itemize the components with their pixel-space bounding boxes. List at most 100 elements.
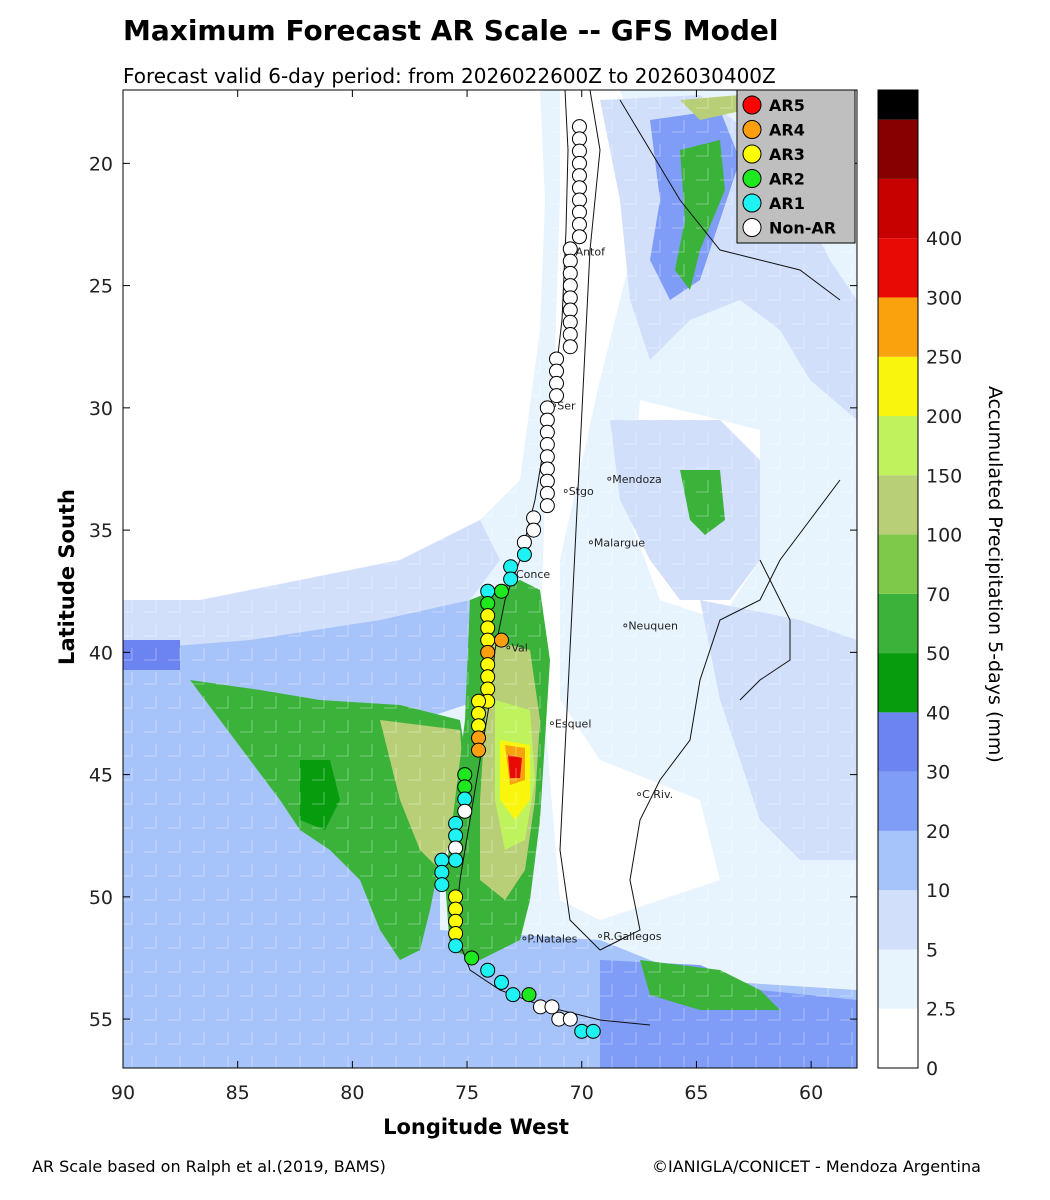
ar-point — [493, 974, 509, 990]
colorbar-tick-label: 400 — [926, 228, 962, 250]
city-marker — [589, 540, 593, 545]
colorbar-segment — [878, 238, 918, 298]
legend-label: AR2 — [769, 170, 805, 189]
city-label: Esquel — [555, 717, 591, 730]
ar-point — [562, 339, 578, 355]
city-marker — [623, 623, 628, 628]
legend-marker — [742, 193, 762, 213]
ar-point — [585, 1023, 601, 1039]
city-marker — [550, 721, 554, 726]
x-tick-label: 65 — [684, 1082, 708, 1104]
colorbar-segment — [878, 416, 918, 476]
legend: AR5 AR4 AR3 AR2 AR1 Non-AR — [736, 89, 856, 244]
legend-marker — [742, 120, 762, 139]
legend-label: Non-AR — [769, 219, 836, 238]
legend-label: AR5 — [769, 96, 805, 115]
ar-point — [493, 632, 509, 648]
x-tick-label: 60 — [799, 1082, 823, 1104]
legend-label: AR4 — [769, 121, 805, 140]
city-label: Val — [511, 641, 527, 654]
city-label: Neuquen — [628, 619, 678, 632]
chart-subtitle: Forecast valid 6-day period: from 202602… — [123, 64, 776, 88]
ar-points — [434, 119, 601, 1039]
ar-point — [539, 498, 555, 514]
ar-point — [464, 950, 480, 966]
andes-border — [559, 90, 601, 951]
grid-blocks — [123, 90, 857, 1068]
ar-point — [448, 852, 464, 868]
y-tick-label: 30 — [89, 398, 113, 420]
colorbar-tick-label: 40 — [926, 702, 950, 724]
colorbar-frame — [877, 89, 919, 1069]
bolivia-border — [619, 99, 841, 301]
colorbar-tick-label: 20 — [926, 821, 950, 843]
colorbar-segment — [878, 712, 918, 772]
ar-point — [457, 803, 473, 819]
city-label: P.Natales — [527, 932, 577, 945]
y-tick-label: 35 — [89, 520, 113, 542]
x-tick-label: 70 — [570, 1082, 594, 1104]
axis-ticks: 90 85 80 75 70 65 60 20 25 30 35 40 45 50 55 — [89, 90, 857, 1104]
colorbar-segment — [878, 178, 918, 239]
plot-frame — [122, 89, 858, 1069]
colorbar-segment — [878, 890, 918, 950]
city-labels: Antof Ser Mendoza Stgo Malargue Conce Neuquen V… — [506, 245, 678, 945]
colorbar-segment — [878, 475, 918, 535]
y-tick-label: 45 — [89, 765, 113, 787]
precipitation-field — [123, 90, 857, 1068]
colorbar-tick-label: 30 — [926, 762, 950, 784]
city-marker — [598, 934, 602, 938]
colorbar-tick-label: 50 — [926, 643, 950, 665]
city-label: Ser — [557, 399, 576, 412]
colorbar-tick-label: 300 — [926, 287, 962, 309]
colorbar-tick-label: 200 — [926, 406, 962, 428]
colorbar-segment — [878, 949, 918, 1009]
legend-marker — [742, 218, 762, 237]
y-tick-label: 55 — [89, 1009, 113, 1031]
colorbar-tick-label: 2.5 — [926, 999, 956, 1021]
city-label: C.Riv. — [642, 788, 673, 801]
argentina-coastline — [599, 479, 841, 951]
colorbar-segment — [878, 356, 918, 416]
colorbar-segment — [878, 297, 918, 357]
city-label: Antof — [576, 245, 607, 258]
legend-marker — [742, 169, 762, 188]
ar-point — [526, 522, 542, 538]
y-tick-label: 50 — [89, 887, 113, 909]
city-label: R.Gallegos — [603, 930, 662, 943]
ar-point — [521, 987, 537, 1003]
x-tick-label: 75 — [455, 1082, 479, 1104]
ar-point — [503, 571, 519, 587]
colorbar-tick-label: 250 — [926, 347, 962, 369]
colorbar-tick-label: 0 — [926, 1058, 938, 1080]
legend-box — [736, 89, 856, 244]
footer-reference: AR Scale based on Ralph et al.(2019, BAM… — [32, 1157, 386, 1176]
city-marker — [607, 476, 612, 481]
y-tick-label: 20 — [89, 153, 113, 175]
colorbar-segment — [878, 1008, 918, 1068]
ar-point — [516, 547, 532, 563]
ar-point — [448, 938, 464, 954]
legend-marker — [742, 95, 762, 115]
ar-point — [571, 229, 587, 245]
colorbar-segment — [878, 534, 918, 594]
colorbar-segment — [878, 593, 918, 654]
ar-point — [562, 1011, 578, 1027]
colorbar-segment — [878, 119, 918, 179]
city-label: Mendoza — [612, 473, 661, 486]
ar-point — [434, 877, 450, 893]
city-label: Malargue — [594, 536, 645, 549]
city-marker — [637, 792, 641, 797]
ar-point — [544, 999, 560, 1015]
x-tick-label: 80 — [340, 1082, 364, 1104]
city-marker — [506, 645, 511, 650]
ar-point — [505, 987, 521, 1003]
y-tick-label: 25 — [89, 276, 113, 298]
colorbar-tick-label: 10 — [926, 880, 950, 902]
legend-marker — [742, 144, 762, 164]
colorbar-tick-label: 100 — [926, 525, 962, 547]
chart-title: Maximum Forecast AR Scale -- GFS Model — [123, 14, 779, 47]
colorbar-tick-label: 70 — [926, 584, 950, 606]
colorbar-tick-label: 5 — [926, 939, 938, 961]
